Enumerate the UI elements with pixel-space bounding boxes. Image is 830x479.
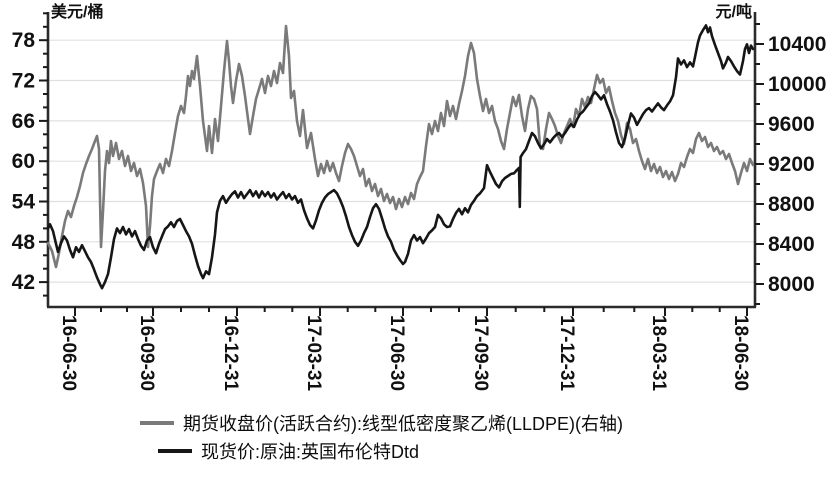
left-tick-label: 78 bbox=[12, 29, 36, 52]
left-tick-label: 66 bbox=[12, 110, 35, 133]
x-tick-label: 18-06-30 bbox=[730, 315, 751, 391]
series-line-brent-spot bbox=[46, 24, 755, 290]
x-tick-label: 18-03-31 bbox=[648, 315, 669, 391]
x-tick-label: 16-09-30 bbox=[136, 315, 157, 391]
legend-line-sample-brent bbox=[158, 449, 192, 453]
legend-label-brent: 现货价:原油:英国布伦特Dtd bbox=[201, 442, 420, 462]
legend-label-lldpe: 期货收盘价(活跃合约):线型低密度聚乙烯(LLDPE)(右轴) bbox=[183, 414, 623, 434]
right-axis-title: 元/吨 bbox=[716, 2, 752, 21]
left-tick-label: 72 bbox=[12, 70, 35, 93]
series-line-lldpe-futures bbox=[46, 24, 755, 269]
right-tick-label: 8400 bbox=[768, 233, 815, 256]
right-tick-label: 8800 bbox=[768, 193, 815, 216]
right-tick-label: 9600 bbox=[768, 113, 815, 136]
right-tick-label: 9200 bbox=[768, 153, 815, 176]
legend-item-brent-spot: 现货价:原油:英国布伦特Dtd bbox=[158, 438, 419, 464]
left-tick-label: 42 bbox=[12, 271, 35, 294]
right-tick-label: 10000 bbox=[768, 73, 826, 96]
x-tick-label: 17-06-30 bbox=[386, 315, 407, 391]
legend-line-sample-lldpe bbox=[140, 421, 174, 425]
x-tick-label: 17-12-31 bbox=[556, 315, 577, 391]
left-tick-label: 54 bbox=[12, 191, 36, 214]
x-tick-label: 16-12-31 bbox=[220, 315, 241, 391]
x-tick-label: 17-03-31 bbox=[303, 315, 324, 391]
left-axis-title: 美元/桶 bbox=[51, 2, 103, 21]
right-tick-label: 10400 bbox=[768, 33, 826, 56]
x-tick-label: 16-06-30 bbox=[58, 315, 79, 391]
left-tick-label: 60 bbox=[12, 150, 35, 173]
x-tick-label: 17-09-30 bbox=[470, 315, 491, 391]
legend-item-lldpe-futures: 期货收盘价(活跃合约):线型低密度聚乙烯(LLDPE)(右轴) bbox=[140, 410, 623, 436]
left-tick-label: 48 bbox=[12, 231, 36, 254]
right-tick-label: 8000 bbox=[768, 273, 815, 296]
